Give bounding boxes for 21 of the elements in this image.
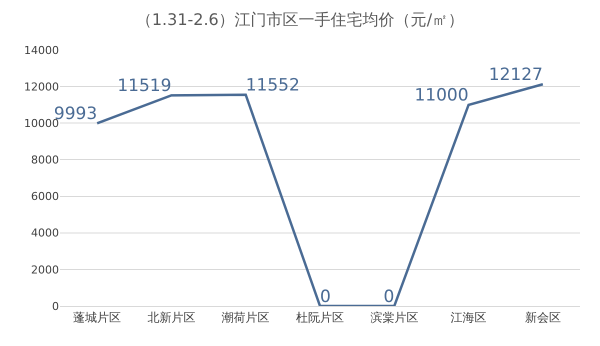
y-tick-label: 12000 [24, 80, 59, 94]
data-label: 11552 [246, 76, 300, 96]
data-label: 0 [320, 286, 331, 307]
chart-title: （1.31-2.6）江门市区一手住宅均价（元/㎡） [136, 10, 464, 30]
y-tick-label: 14000 [24, 44, 59, 57]
data-label: 0 [383, 286, 394, 307]
data-label: 11519 [117, 76, 172, 96]
x-tick-label: 潮荷片区 [222, 310, 270, 324]
x-tick-label: 北新片区 [147, 310, 196, 324]
data-label: 12127 [488, 65, 543, 85]
x-tick-label: 蓬城片区 [73, 310, 122, 324]
y-tick-label: 0 [52, 300, 59, 313]
y-tick-label: 4000 [31, 226, 59, 240]
data-label: 11000 [414, 86, 469, 106]
y-tick-label: 2000 [31, 263, 59, 276]
y-tick-label: 6000 [31, 190, 59, 204]
x-tick-label: 杜阮片区 [296, 310, 344, 324]
y-tick-label: 8000 [31, 154, 59, 167]
x-tick-label: 滨棠片区 [370, 310, 418, 324]
x-tick-label: 新会区 [524, 310, 561, 324]
x-tick-label: 江海区 [450, 310, 487, 324]
